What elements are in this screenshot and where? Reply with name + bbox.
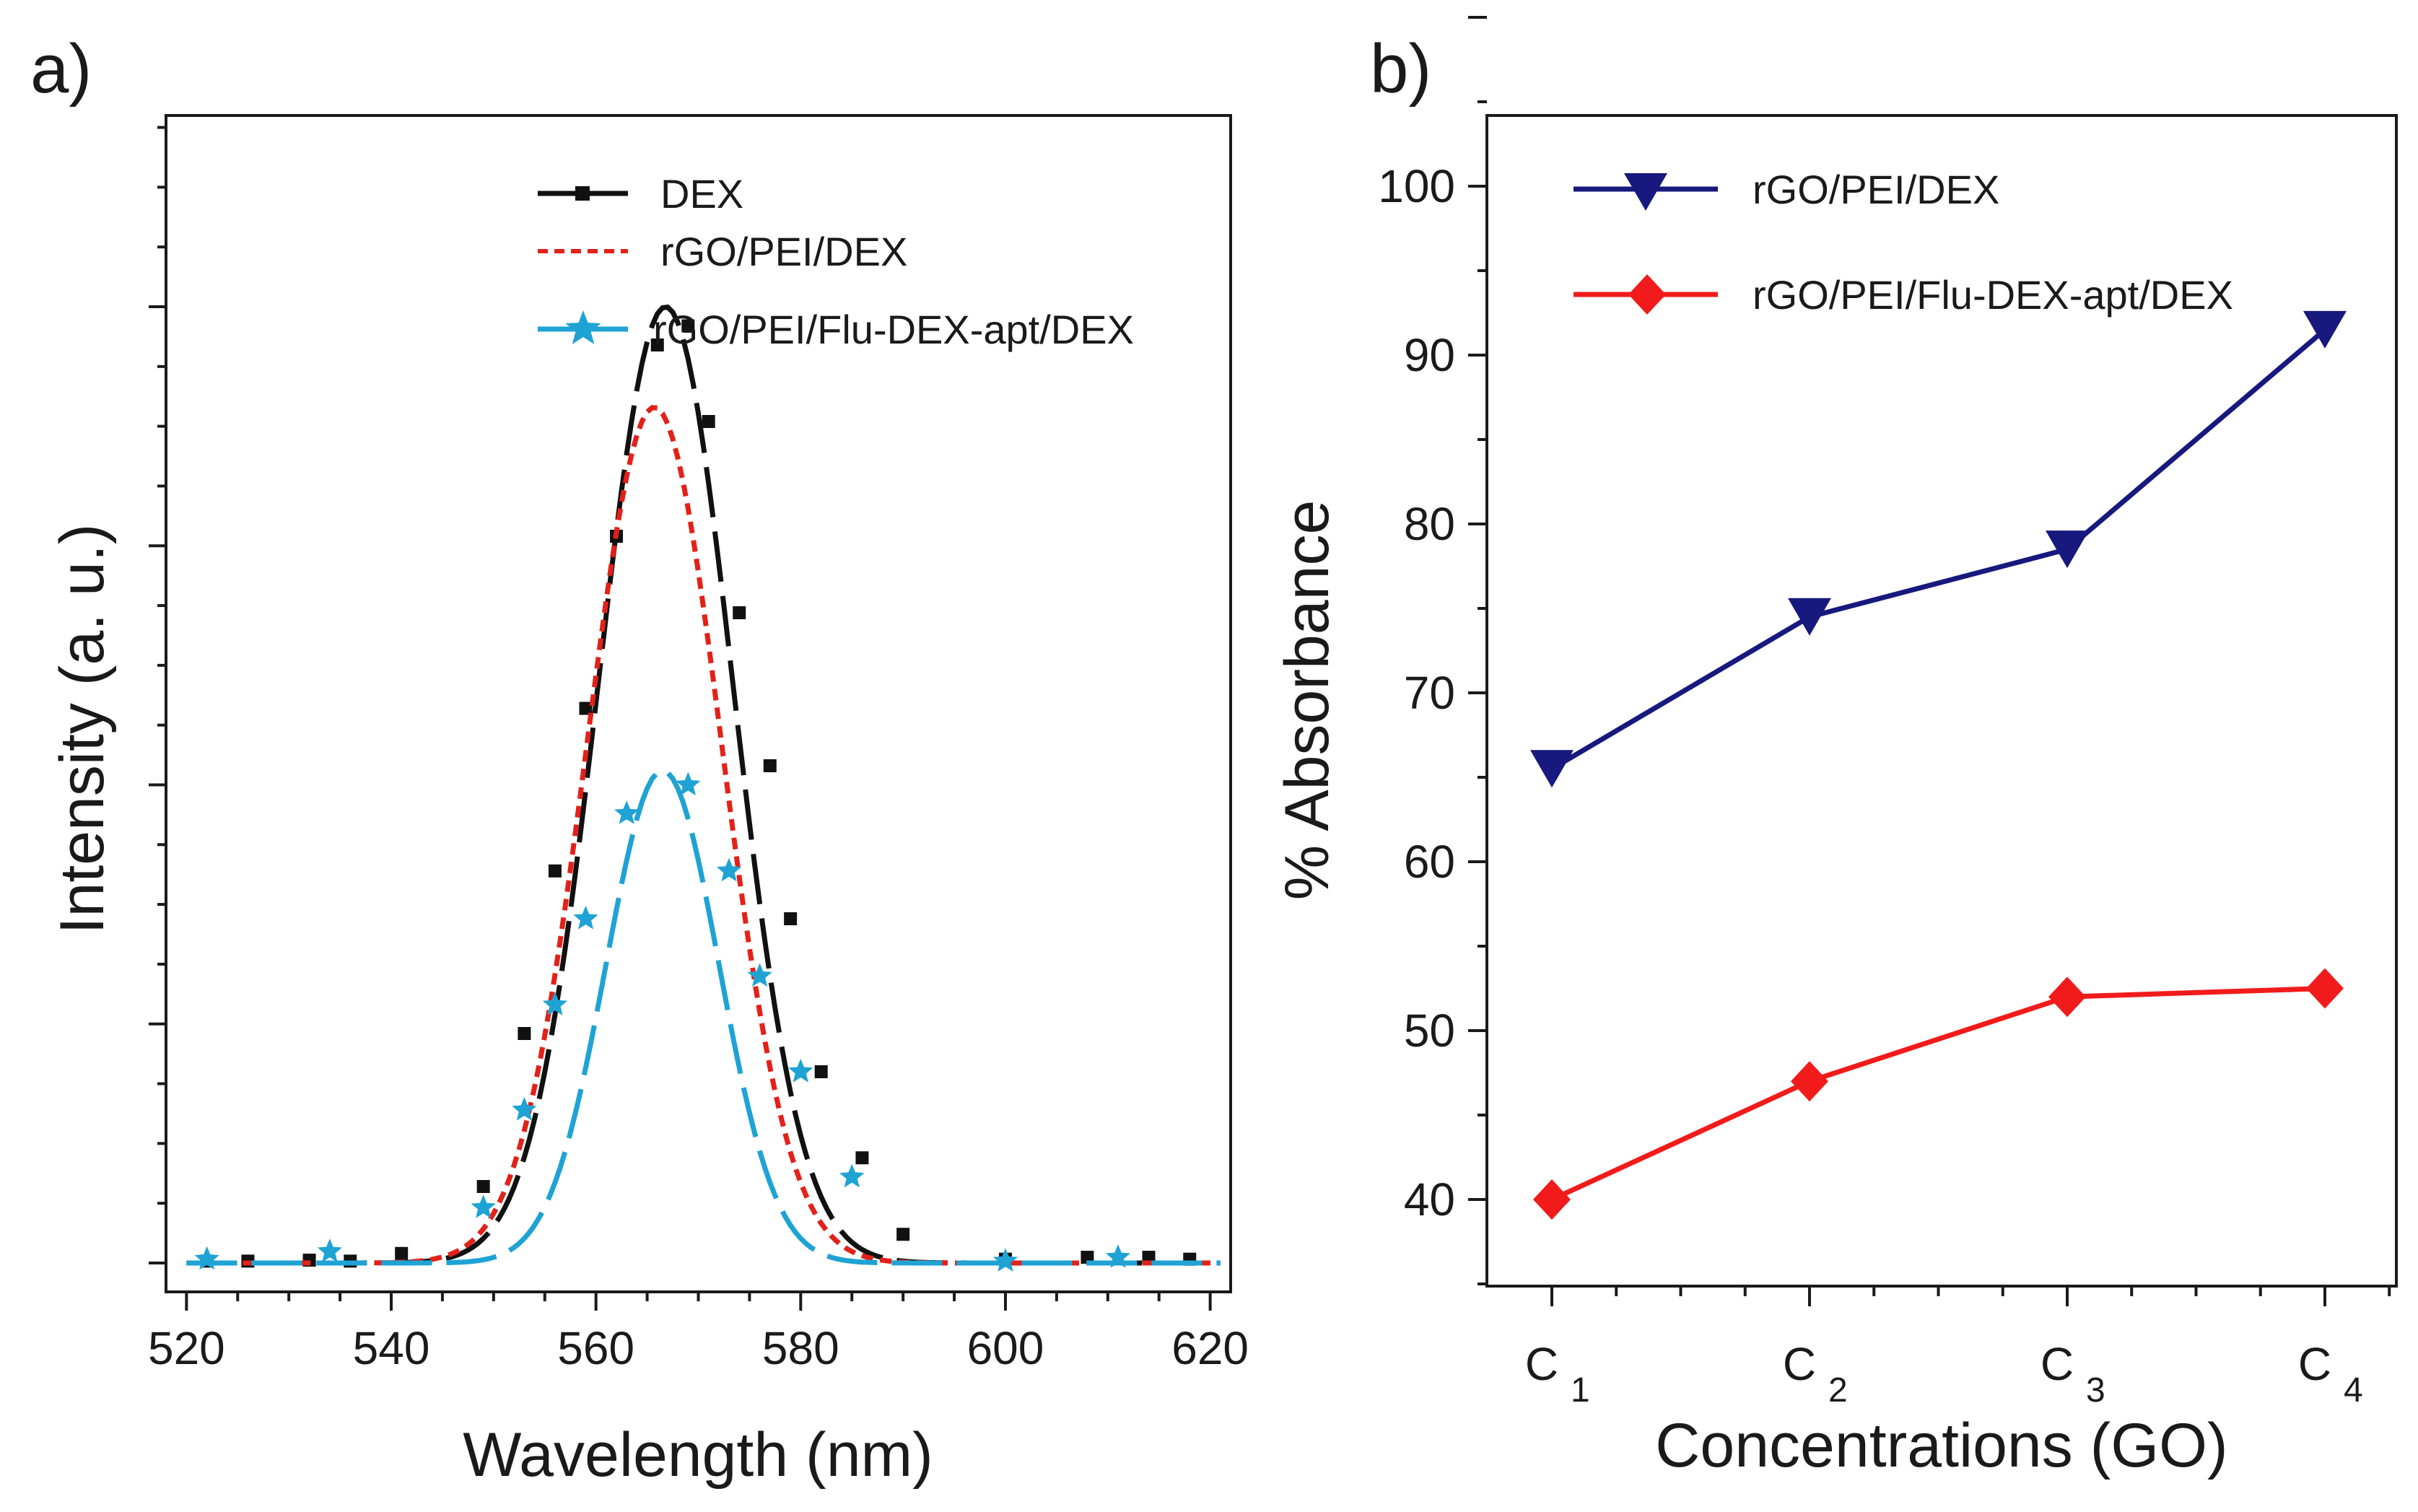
dex-point	[476, 1180, 490, 1193]
dex-point	[395, 1246, 409, 1260]
flu-dex-apt-point	[317, 1238, 342, 1262]
flu-dex-apt-dex-point	[1533, 1179, 1571, 1220]
flu-dex-apt-point	[992, 1248, 1018, 1272]
dex-point	[814, 1065, 828, 1078]
flu-dex-apt-point	[747, 963, 772, 987]
panel-b-series	[1530, 310, 2347, 1220]
panel-a-y-axis-title: Intensity (a. u.)	[48, 524, 117, 935]
x-category-subscript: 4	[2344, 1371, 2363, 1410]
panel-b-y-axis-title: % Absorbance	[1273, 500, 1342, 901]
x-category-subscript: 2	[1828, 1371, 1848, 1410]
legend-dex-marker	[575, 186, 590, 201]
legend-triangle-marker	[1624, 173, 1667, 211]
y-tick-label: 40	[1404, 1174, 1455, 1225]
panel-b-y-ticks: 40 50 60 70 80 90 100	[1378, 16, 1487, 1285]
flu-dex-apt-point	[471, 1194, 496, 1218]
legend-dex-label: DEX	[660, 171, 743, 217]
panel-a-plot-frame	[165, 114, 1232, 1293]
rgo-pei-dex-point	[2046, 530, 2089, 569]
rgo-pei-dex-point	[1788, 598, 1831, 636]
flu-dex-apt-point	[788, 1059, 813, 1083]
panel-b-plot-frame	[1485, 114, 2398, 1288]
x-tick-label: 560	[557, 1322, 634, 1374]
x-category-label: C	[2298, 1338, 2331, 1390]
panel-a: a) 520 540 560 580 600 620 DEX rGO/PEI/DEX rG…	[30, 30, 1249, 1490]
x-tick-label: 540	[353, 1322, 430, 1374]
flu-dex-apt-point	[573, 906, 598, 930]
legend-flu-dex-apt-label: rGO/PEI/Flu-DEX-apt/DEX	[653, 307, 1134, 352]
y-tick-label: 90	[1404, 329, 1455, 381]
x-tick-label: 520	[148, 1322, 225, 1374]
flu-dex-apt-dex-point	[2048, 976, 2086, 1018]
x-category-subscript: 3	[2086, 1371, 2105, 1410]
y-tick-label: 50	[1404, 1005, 1455, 1057]
panel-b-x-axis-title: Concentrations (GO)	[1655, 1411, 2227, 1480]
series-line-rgo-pei-dex	[186, 405, 1221, 1266]
dex-point	[733, 606, 746, 619]
flu-dex-apt-point	[716, 857, 742, 882]
flu-dex-apt-dex-point	[2306, 968, 2344, 1009]
flu-dex-apt-point	[1105, 1244, 1131, 1268]
panel-a-y-ticks	[149, 126, 166, 1264]
flu-dex-apt-point	[542, 992, 568, 1015]
legend-rgo-pei-dex-label: rGO/PEI/DEX	[660, 229, 907, 274]
dex-point	[896, 1228, 910, 1241]
x-tick-label: 620	[1171, 1322, 1249, 1374]
x-tick-label: 580	[762, 1322, 839, 1374]
legend-diamond-marker	[1628, 274, 1666, 315]
panel-a-x-ticks: 520 540 560 580 600 620	[148, 1292, 1249, 1374]
dex-point	[579, 702, 593, 715]
x-category-label: C	[1783, 1338, 1816, 1390]
x-category-label: C	[1525, 1338, 1558, 1390]
dex-point	[784, 912, 798, 925]
flu-dex-apt-point	[194, 1246, 219, 1270]
x-category-label: C	[2041, 1338, 2074, 1390]
y-tick-label: 100	[1378, 160, 1455, 212]
legend-flu-dex-apt-label-b: rGO/PEI/Flu-DEX-apt/DEX	[1753, 272, 2233, 318]
y-tick-label: 80	[1404, 498, 1455, 550]
panel-b-legend: rGO/PEI/DEX rGO/PEI/Flu-DEX-apt/DEX	[1574, 167, 2233, 318]
flu-dex-apt-dex-point	[1791, 1061, 1828, 1102]
y-tick-label: 60	[1404, 836, 1455, 888]
flu-dex-apt-point	[839, 1163, 865, 1188]
series-line-dex	[186, 304, 1221, 1266]
dex-point	[650, 338, 664, 351]
dex-point	[518, 1027, 531, 1040]
panel-a-x-axis-title: Wavelength (nm)	[463, 1420, 933, 1490]
y-tick-label: 70	[1404, 667, 1455, 719]
series-line-rgo-pei-dex	[1550, 328, 2327, 772]
x-category-subscript: 1	[1571, 1371, 1590, 1410]
series-line-rgo-pei-flu-dex-apt-dex	[1550, 986, 2326, 1202]
dex-point	[702, 415, 715, 428]
flu-dex-apt-point	[512, 1097, 537, 1121]
panel-a-label: a)	[30, 30, 92, 108]
dex-point	[763, 759, 777, 772]
dex-point	[681, 319, 695, 333]
rgo-pei-dex-point	[1530, 750, 1574, 788]
x-tick-label: 600	[967, 1322, 1044, 1374]
dex-point	[548, 864, 562, 878]
panel-a-series	[186, 304, 1221, 1272]
flu-dex-apt-point	[676, 772, 701, 796]
panel-b-label: b)	[1370, 30, 1431, 108]
dex-point	[855, 1151, 869, 1165]
legend-rgo-pei-dex-label-b: rGO/PEI/DEX	[1753, 167, 1999, 212]
rgo-pei-dex-point	[2303, 310, 2347, 349]
legend-flu-dex-apt-marker	[565, 310, 601, 344]
series-line-rgo-pei-flu-dex-apt-dex	[186, 767, 1221, 1266]
flu-dex-apt-point	[614, 800, 640, 824]
panel-a-legend: DEX rGO/PEI/DEX rGO/PEI/Flu-DEX-apt/DEX	[538, 171, 1134, 352]
